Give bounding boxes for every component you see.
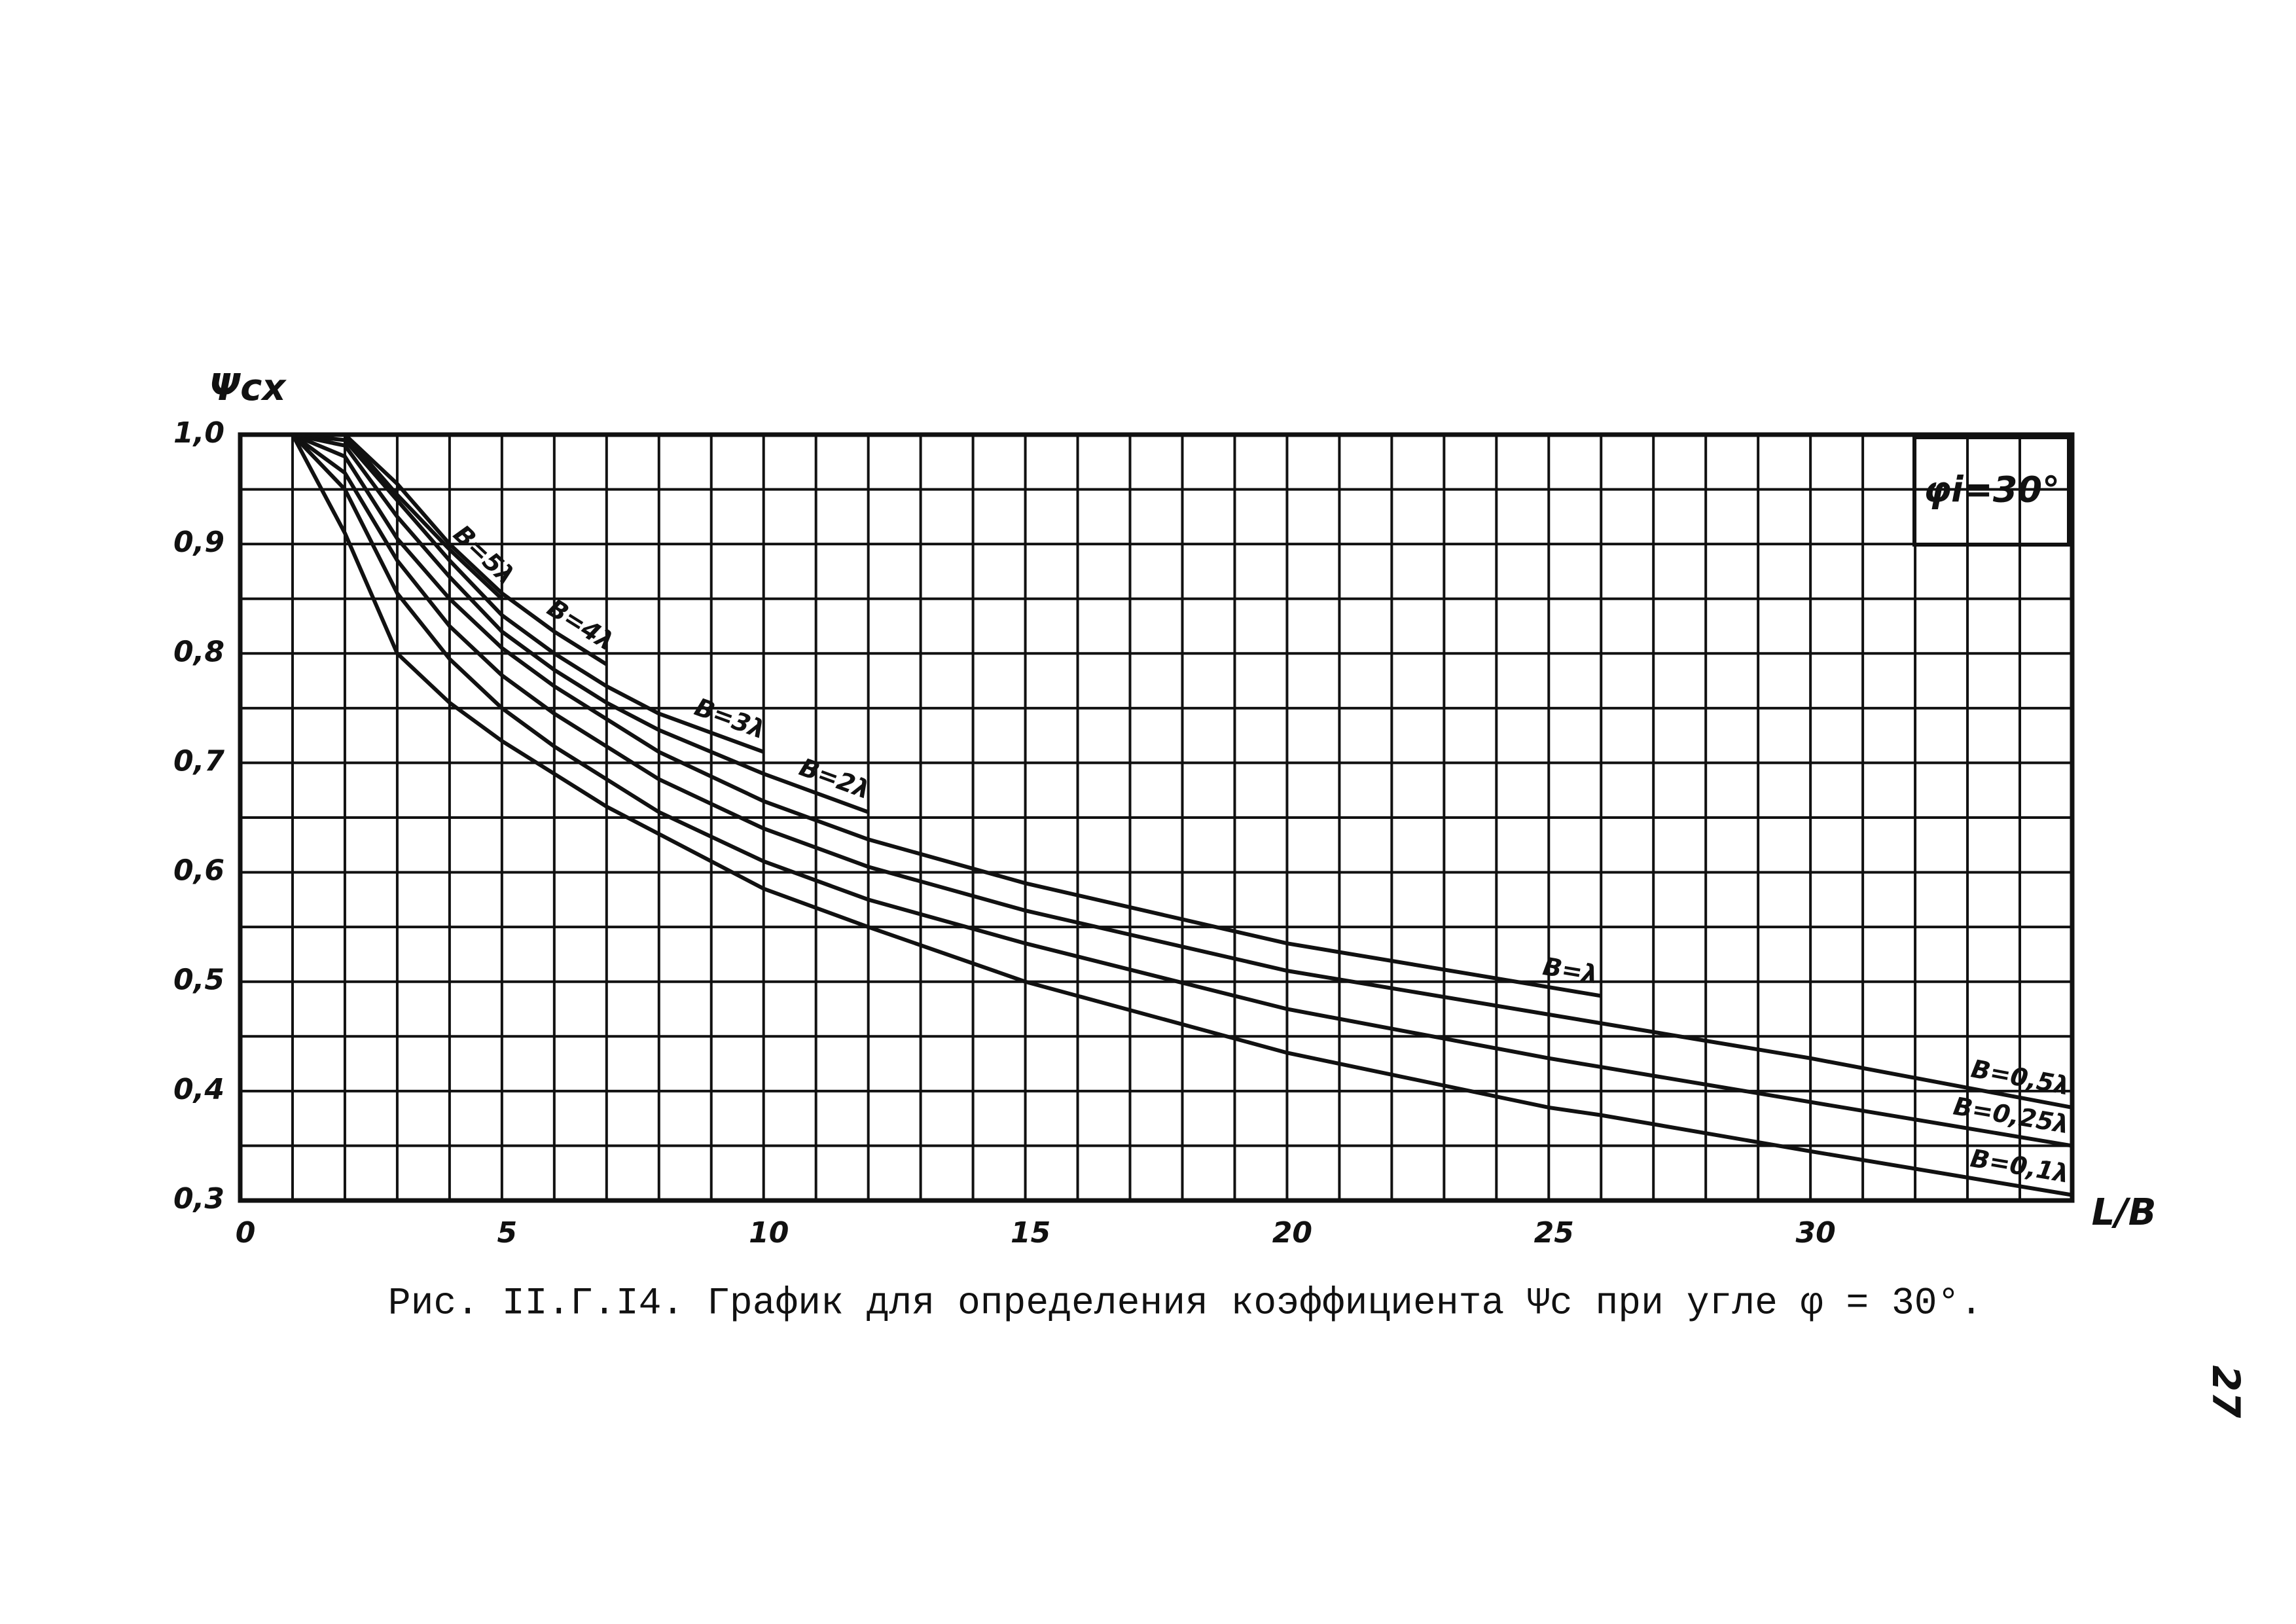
y-tick-label: 0,6 [173, 854, 224, 888]
plot-frame [238, 432, 2075, 1203]
x-tick-label: 0 [236, 1216, 256, 1250]
y-tick-label: 0,3 [173, 1182, 224, 1216]
curve [292, 433, 608, 666]
curve [291, 433, 2073, 1197]
x-tick-label: 25 [1534, 1216, 1574, 1250]
page-number: 27 [2204, 1365, 2248, 1418]
x-tick-label: 20 [1272, 1216, 1312, 1250]
curve [291, 433, 2073, 1148]
curve [292, 433, 869, 814]
y-tick-label: 0,4 [173, 1073, 224, 1106]
y-tick-label: 1,0 [173, 416, 224, 450]
curve [291, 433, 1602, 998]
x-tick-label: 10 [749, 1216, 789, 1250]
curve [291, 433, 2073, 1110]
x-tick-label: 30 [1796, 1216, 1836, 1250]
y-tick-label: 0,5 [173, 964, 224, 997]
curve [292, 433, 764, 754]
y-tick-label: 0,8 [173, 635, 224, 668]
chart-title: Рис. II.Г.I4. График для определения коэ… [388, 1282, 1982, 1325]
annotation-box [1912, 435, 2071, 547]
y-tick-label: 0,9 [173, 526, 224, 559]
y-tick-label: 0,7 [173, 744, 224, 778]
y-axis-label: Ψcx [209, 367, 287, 409]
x-tick-label: 5 [497, 1216, 518, 1250]
x-axis-label: L/B [2092, 1191, 2157, 1234]
x-tick-label: 15 [1011, 1216, 1050, 1250]
